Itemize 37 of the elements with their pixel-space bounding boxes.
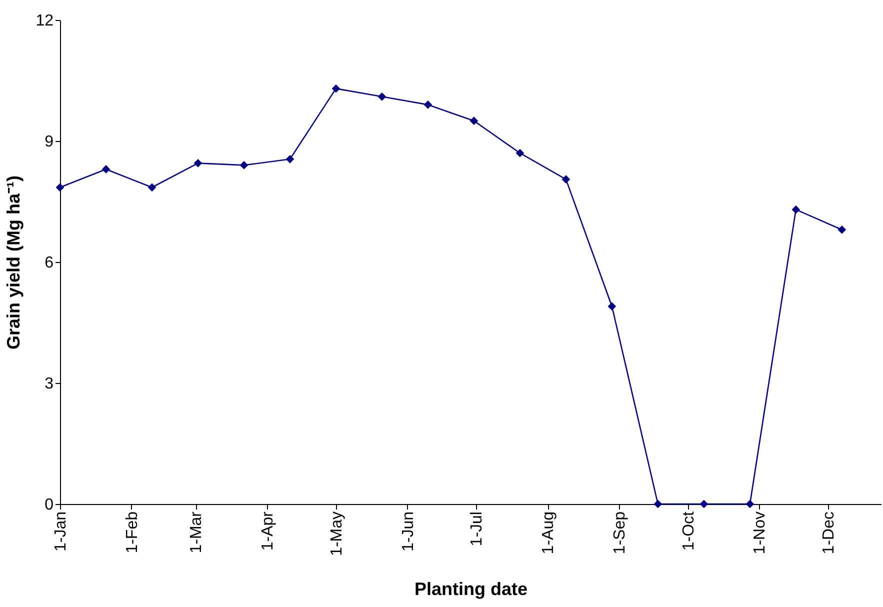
x-tick-label: 1-Jul <box>468 512 486 546</box>
x-tick-label: 1-Jun <box>400 512 417 552</box>
point <box>838 226 846 234</box>
point <box>240 161 248 170</box>
point <box>332 84 340 93</box>
point <box>700 500 708 508</box>
y-tick-label: 0 <box>44 496 54 514</box>
x-tick-label: 1-Dec <box>820 512 838 554</box>
x-tick-label: 1-Apr <box>259 510 276 551</box>
point <box>792 205 800 214</box>
point <box>148 183 156 192</box>
y-tick-label: 9 <box>44 134 54 150</box>
y-tick-label: 12 <box>36 12 54 30</box>
y-tick-label: 3 <box>44 376 54 392</box>
x-tick-label: 1-Mar <box>188 510 206 554</box>
point <box>608 302 616 311</box>
y-axis-title: Grain yield (Mg ha⁻¹) <box>4 175 24 350</box>
y-tick-label: 6 <box>44 254 54 272</box>
x-tick-label: 1-May <box>328 512 346 556</box>
point <box>102 165 110 174</box>
point <box>424 100 432 109</box>
x-axis-title: Planting date <box>414 578 528 599</box>
x-tick-label: 1-Jan <box>52 512 70 552</box>
x-tick-label: 1-Oct <box>680 510 698 551</box>
point <box>56 183 64 192</box>
x-tick-label: 1-Feb <box>124 511 141 554</box>
point <box>194 159 202 168</box>
x-tick-label: 1-Nov <box>752 512 769 554</box>
point <box>378 92 386 101</box>
x-tick-label: 1-Sep <box>611 511 628 554</box>
point <box>562 175 570 184</box>
point <box>654 500 662 508</box>
point <box>286 154 294 164</box>
point <box>470 116 478 126</box>
point <box>516 148 524 158</box>
point <box>746 500 754 508</box>
x-tick-label: 1-Aug <box>540 512 558 554</box>
